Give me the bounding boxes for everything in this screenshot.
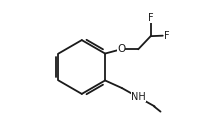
Text: F: F <box>164 31 169 40</box>
Text: F: F <box>148 13 154 23</box>
Text: NH: NH <box>131 92 146 102</box>
Text: O: O <box>117 44 125 54</box>
